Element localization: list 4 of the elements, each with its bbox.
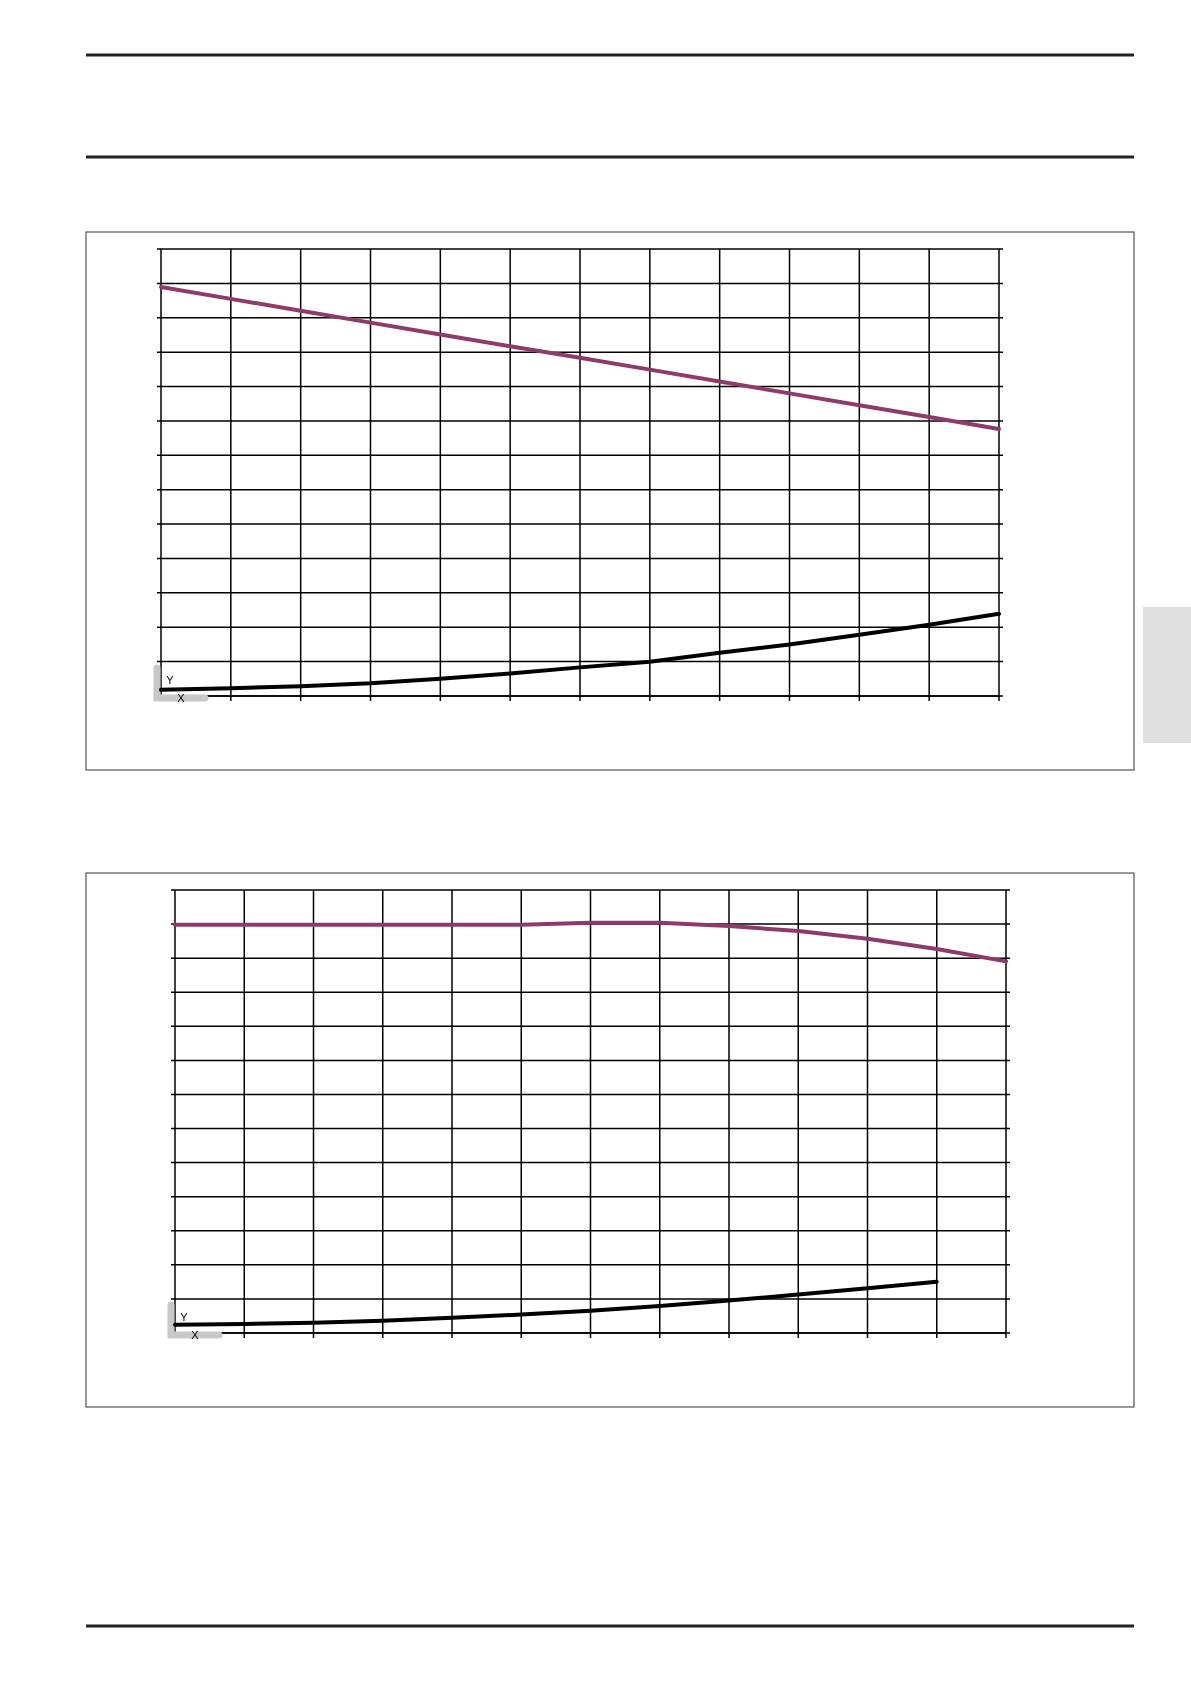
y-axis-title: Y xyxy=(166,674,175,686)
x-axis-title: X xyxy=(191,1329,200,1341)
x-axis-title: X xyxy=(177,692,186,704)
y-axis-title: Y xyxy=(180,1311,189,1323)
